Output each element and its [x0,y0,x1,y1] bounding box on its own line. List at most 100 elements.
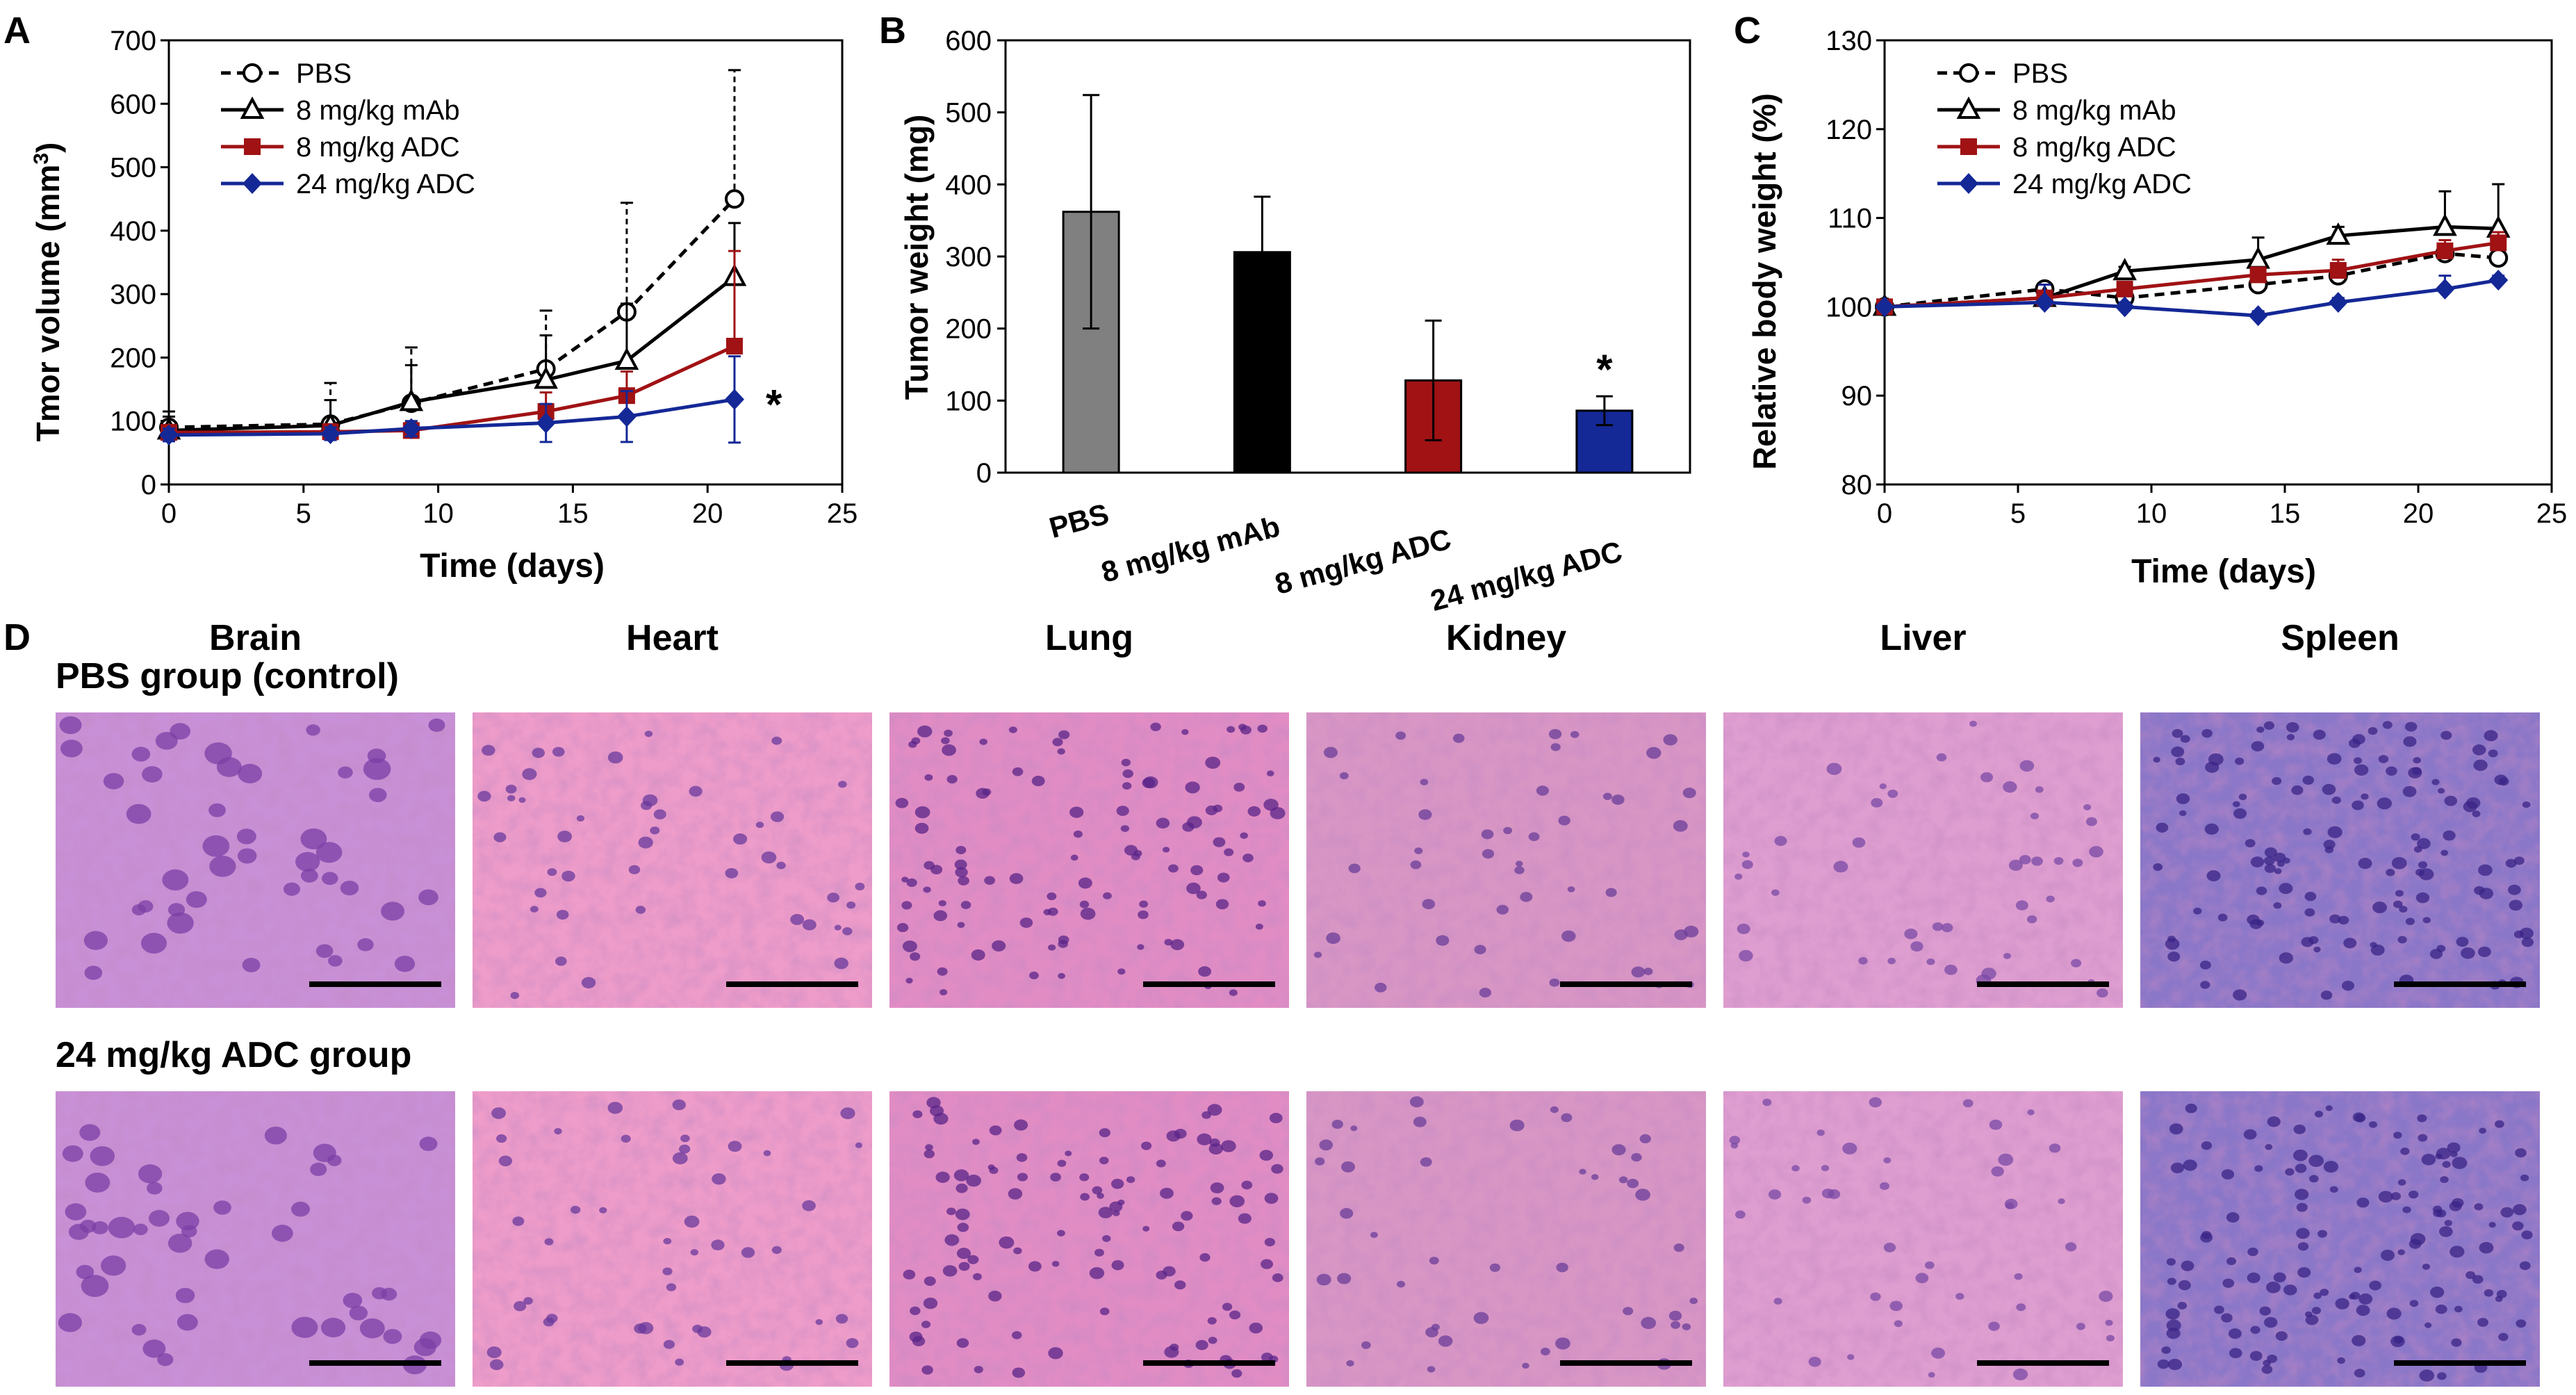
cell-nucleus [81,1275,109,1297]
cell-nucleus [1883,1157,1892,1164]
cell-nucleus [2313,946,2321,953]
cell-nucleus [1162,847,1170,853]
panel-a-y-tick-label: 0 [141,470,156,500]
cell-nucleus [1915,1273,1929,1284]
cell-nucleus [607,751,623,764]
cell-nucleus [2261,1365,2273,1374]
panel-b-significance-star: * [1596,346,1613,393]
cell-nucleus [2292,1149,2308,1161]
cell-nucleus [1264,1193,1279,1204]
cell-nucleus [2352,800,2364,810]
cell-nucleus [733,833,748,845]
cell-nucleus [1883,1242,1896,1253]
cell-nucleus [917,725,933,737]
cell-nucleus [2165,938,2180,950]
cell-nucleus [910,1306,921,1316]
cell-nucleus [1955,1293,1964,1300]
cell-nucleus [1247,806,1261,817]
cell-nucleus [1611,1144,1626,1156]
cell-nucleus [1190,865,1204,876]
cell-nucleus [2390,1192,2402,1200]
cell-nucleus [157,1353,174,1367]
cell-nucleus [1126,1176,1135,1184]
cell-nucleus [2003,781,2017,793]
cell-nucleus [1094,1248,1104,1257]
cell-nucleus [1969,720,1977,727]
cell-nucleus [940,989,948,996]
cell-nucleus [1771,889,1780,896]
cell-nucleus [1673,1243,1684,1253]
cell-nucleus [921,1321,931,1328]
cell-nucleus [1514,866,1525,874]
cell-nucleus [1261,1259,1274,1269]
scale-bar [1143,981,1275,987]
cell-nucleus [1828,1189,1841,1200]
cell-nucleus [910,952,921,961]
cell-nucleus [2513,856,2525,865]
cell-nucleus [955,867,968,878]
panel-a-plot-frame [167,39,844,486]
cell-nucleus [2378,755,2389,763]
cell-nucleus [1623,1307,1634,1316]
cell-nucleus [909,1331,923,1342]
cell-nucleus [1768,1189,1782,1200]
cell-nucleus [955,845,967,855]
cell-nucleus [283,882,300,896]
cell-nucleus [1160,1187,1174,1199]
cell-nucleus [2352,1335,2366,1346]
cell-nucleus [133,1223,148,1236]
cell-nucleus [1339,772,1349,780]
cell-nucleus [2263,856,2275,865]
panel-c-legend-marker [1959,63,1978,83]
cell-nucleus [2338,915,2349,925]
cell-nucleus [2403,736,2417,747]
cell-nucleus [2263,721,2274,730]
cell-nucleus [1602,792,1612,800]
panel-c-data-point [2248,305,2268,327]
cell-nucleus [2049,1143,2061,1153]
cell-nucleus [2368,727,2378,735]
cell-nucleus [2418,861,2428,869]
cell-nucleus [60,740,83,758]
cell-nucleus [131,1323,147,1336]
cell-nucleus [2352,1112,2365,1123]
cell-nucleus [1255,923,1263,930]
cell-nucleus [1591,1174,1599,1180]
cell-nucleus [1142,777,1156,788]
cell-nucleus [126,803,151,824]
cell-nucleus [697,1326,712,1338]
cell-nucleus [1846,1354,1855,1360]
cell-nucleus [306,724,320,736]
organ-label-spleen: Spleen [2281,618,2399,658]
cell-nucleus [2200,1232,2213,1243]
cell-nucleus [138,900,154,913]
cell-nucleus [1222,1303,1233,1311]
cell-nucleus [1871,798,1883,808]
cell-nucleus [1904,928,1918,940]
cell-nucleus [2305,1314,2319,1325]
cell-nucleus [2169,1123,2183,1135]
cell-nucleus [2413,757,2421,764]
cell-nucleus [1326,932,1340,945]
cell-nucleus [770,811,785,822]
cell-nucleus [1931,1347,1946,1359]
cell-nucleus [984,876,996,885]
cell-nucleus [914,806,930,819]
cell-nucleus [300,868,318,883]
cell-nucleus [1420,1157,1432,1167]
panel-a-data-point [725,337,743,354]
cell-nucleus [1880,1182,1889,1191]
cell-nucleus [1550,743,1561,751]
panel-a-legend-item: PBS [221,58,352,89]
cell-nucleus [1207,1317,1217,1325]
cell-nucleus [576,815,585,822]
cell-nucleus [1522,1362,1529,1369]
cell-nucleus [725,867,739,879]
cell-nucleus [2099,1290,2113,1303]
cell-nucleus [1370,1232,1378,1239]
cell-nucleus [954,859,967,870]
cell-nucleus [925,1144,933,1151]
cell-nucleus [1735,1210,1746,1219]
cell-nucleus [638,1322,654,1335]
cell-nucleus [300,828,327,850]
